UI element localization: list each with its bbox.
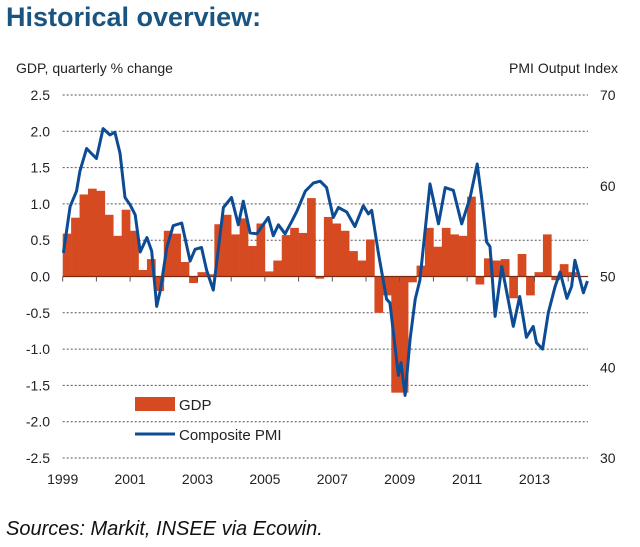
gdp-bar [559, 264, 569, 277]
right-axis-label: PMI Output Index [509, 60, 618, 76]
x-tick-label: 2001 [115, 471, 146, 487]
legend: GDP Composite PMI [135, 397, 282, 444]
gdp-bar [96, 190, 106, 277]
gdp-bar [231, 234, 240, 277]
gdp-bar [104, 214, 114, 277]
gdp-bar [424, 227, 434, 277]
left-tick-label: -2.5 [26, 450, 50, 466]
gdp-bar [483, 258, 493, 277]
gdp-bar [180, 261, 190, 277]
left-tick-label: 0.5 [31, 232, 51, 248]
right-tick-label: 70 [600, 87, 616, 103]
x-tick-label: 2003 [182, 471, 213, 487]
gdp-bar [163, 230, 173, 277]
gdp-bar [290, 227, 299, 277]
gdp-bar [382, 276, 392, 296]
gdp-bar [264, 271, 274, 277]
left-tick-label: 1.5 [31, 160, 51, 176]
gdp-bar [391, 276, 400, 393]
gdp-bar [298, 232, 308, 277]
pmi-line [61, 127, 589, 397]
gdp-bar [121, 209, 131, 277]
gdp-bar [551, 276, 561, 281]
gdp-bar [526, 276, 535, 296]
left-tick-label: 1.0 [31, 196, 51, 212]
gdp-bar [62, 233, 72, 277]
gdp-bar [357, 260, 367, 277]
gdp-bar [399, 276, 409, 393]
source-note: Sources: Markit, INSEE via Ecowin. [6, 518, 323, 540]
gdp-bar [542, 234, 552, 277]
left-tick-label: 0.0 [31, 269, 51, 285]
gdp-bar [155, 276, 165, 292]
gdp-bar [458, 235, 468, 277]
x-tick-label: 2009 [384, 471, 415, 487]
gdp-bar [374, 276, 384, 313]
gdp-bar [492, 260, 502, 277]
gdp-bar [71, 217, 80, 277]
gdp-bar [79, 194, 89, 277]
legend-label-pmi: Composite PMI [179, 427, 282, 444]
x-tick-label: 2011 [452, 471, 482, 487]
left-tick-label: -1.0 [26, 341, 50, 357]
right-tick-label: 40 [600, 359, 616, 375]
legend-swatch-gdp [135, 397, 175, 411]
gdp-bar [323, 216, 333, 277]
right-tick-label: 30 [600, 450, 616, 466]
gdp-bar [509, 276, 518, 299]
x-tick-label: 2013 [519, 471, 550, 487]
gdp-bar [441, 227, 451, 277]
gdp-bar [138, 269, 148, 277]
gdp-bar [517, 253, 527, 277]
gdp-bar [366, 239, 375, 277]
gdp-bar [146, 259, 156, 277]
gdp-bar [248, 246, 257, 277]
gdp-bar [239, 218, 249, 277]
gdp-bar [349, 251, 358, 277]
gdp-bar [197, 272, 207, 277]
gdp-bar [315, 276, 325, 279]
left-tick-label: -2.0 [26, 414, 50, 430]
gdp-bar [130, 230, 139, 277]
gdp-bar [307, 198, 316, 277]
gdp-bar [273, 260, 283, 277]
gdp-bar [534, 272, 544, 277]
gdp-bar [189, 276, 198, 284]
gdp-bar [87, 188, 97, 277]
left-tick-label: 2.0 [31, 123, 51, 139]
gdp-bar [256, 223, 266, 277]
gdp-bar [475, 276, 485, 285]
gdp-bar [113, 235, 122, 277]
left-tick-label: 2.5 [31, 87, 51, 103]
x-tick-label: 2007 [317, 471, 348, 487]
x-tick-label: 2005 [249, 471, 280, 487]
gdp-bar [500, 259, 510, 277]
gdp-bar [281, 235, 291, 277]
right-tick-label: 60 [600, 178, 616, 194]
left-tick-label: -0.5 [26, 305, 50, 321]
left-axis-label: GDP, quarterly % change [16, 60, 173, 76]
gdp-bar [408, 276, 417, 283]
gdp-bar [450, 234, 459, 277]
chart-title: Historical overview: [6, 2, 262, 32]
x-tick-label: 1999 [47, 471, 78, 487]
legend-label-gdp: GDP [179, 397, 212, 414]
gdp-bar [433, 246, 443, 277]
gdp-bar [172, 233, 181, 277]
gdp-bar [340, 230, 350, 277]
gdp-bar [205, 274, 215, 277]
right-tick-label: 50 [600, 269, 616, 285]
gdp-bar [332, 223, 342, 277]
gdp-bar [467, 196, 476, 277]
chart: 2.5 2.0 1.5 1.0 0.5 0.0 -0.5 -1.0 -1.5 -2.0 -2.5 70… [26, 87, 616, 487]
left-tick-label: -1.5 [26, 377, 50, 393]
gdp-bar [222, 214, 232, 277]
